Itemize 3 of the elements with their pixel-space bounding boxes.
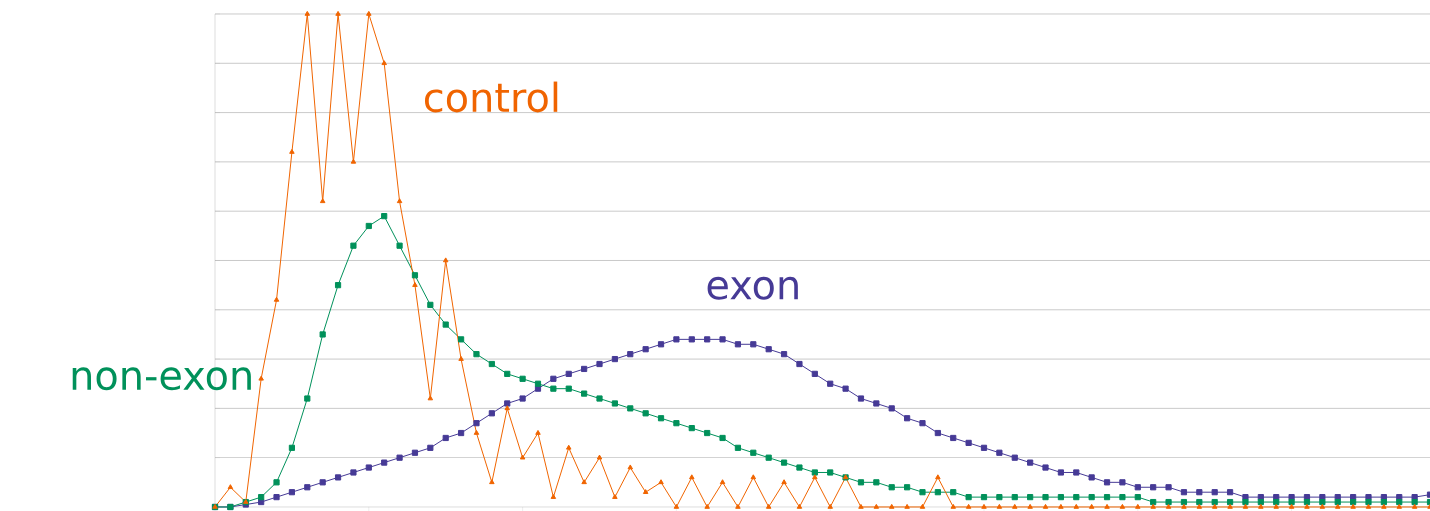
- series-label: exon: [707, 276, 798, 300]
- series-label: non-exon: [72, 367, 251, 391]
- series-label: control: [424, 81, 558, 113]
